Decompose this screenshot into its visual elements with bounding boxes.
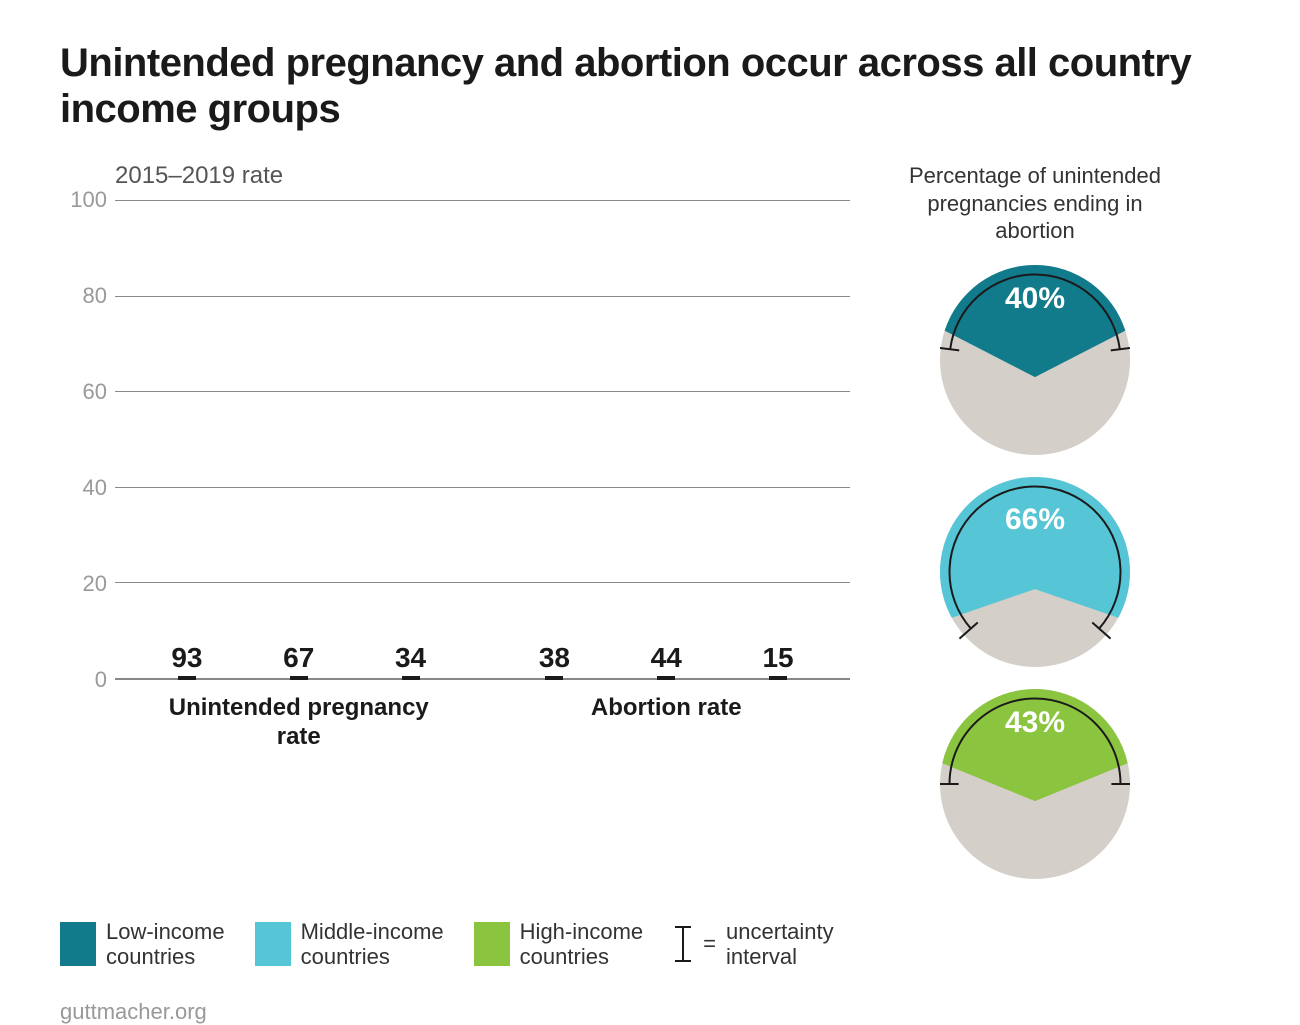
page-title: Unintended pregnancy and abortion occur … <box>60 40 1240 132</box>
right-column: Percentage of unintended pregnancies end… <box>890 162 1180 879</box>
pies-title: Percentage of unintended pregnancies end… <box>890 162 1180 245</box>
pie-chart: 43% <box>940 689 1130 879</box>
gridline <box>115 487 850 488</box>
bar-value-label: 44 <box>651 642 682 674</box>
bar-value-label: 38 <box>539 642 570 674</box>
gridline <box>115 582 850 583</box>
pie-percent-label: 40% <box>1005 282 1065 316</box>
bar-chart: 020406080100 936734384415 <box>60 200 850 680</box>
legend-item: High-incomecountries <box>474 919 644 970</box>
legend-label: Middle-incomecountries <box>301 919 444 970</box>
x-axis-label: Abortion rate <box>483 680 851 752</box>
gridline <box>115 296 850 297</box>
gridline <box>115 391 850 392</box>
pie-chart: 66% <box>940 477 1130 667</box>
content-row: 2015–2019 rate 0 20 40 60 80 100 93 67 34 38 44 15… <box>60 162 1240 879</box>
bar-value-label: 34 <box>395 642 426 674</box>
bar-value-label: 67 <box>283 642 314 674</box>
y-tick: 80 <box>83 283 107 309</box>
legend-label: High-incomecountries <box>520 919 644 970</box>
y-tick: 100 <box>70 187 107 213</box>
legend-swatch <box>60 922 96 966</box>
y-tick: 60 <box>83 379 107 405</box>
gridline <box>115 200 850 201</box>
bar-value-label: 15 <box>762 642 793 674</box>
bars-row: 93 67 34 38 44 15 <box>115 200 850 678</box>
legend-item: Middle-incomecountries <box>255 919 444 970</box>
pie-percent-label: 43% <box>1005 706 1065 740</box>
y-tick: 20 <box>83 571 107 597</box>
uncertainty-label: uncertaintyinterval <box>726 919 834 970</box>
x-axis-label: Unintended pregnancyrate <box>115 680 483 752</box>
pie-charts: 40% 66% 43% <box>890 265 1180 879</box>
y-tick: 0 <box>95 667 107 693</box>
legend-uncertainty: = uncertaintyinterval <box>673 919 833 970</box>
y-axis: 020406080100 <box>60 200 115 680</box>
equals-sign: = <box>703 931 716 957</box>
pie-percent-label: 66% <box>1005 503 1065 537</box>
legend: Low-incomecountries Middle-incomecountrie… <box>60 919 1240 970</box>
legend-swatch <box>255 922 291 966</box>
legend-swatch <box>474 922 510 966</box>
source-text: guttmacher.org <box>60 999 1240 1025</box>
plot-area: 93 67 34 38 44 15 <box>115 200 850 680</box>
y-tick: 40 <box>83 475 107 501</box>
uncertainty-interval-icon <box>673 922 693 966</box>
legend-item: Low-incomecountries <box>60 919 225 970</box>
bar-value-label: 93 <box>171 642 202 674</box>
chart-subtitle: 2015–2019 rate <box>115 162 850 190</box>
x-axis-labels: Unintended pregnancyrateAbortion rate <box>115 680 850 752</box>
pie-chart: 40% <box>940 265 1130 455</box>
left-column: 2015–2019 rate 0 20 40 60 80 100 93 67 34 38 44 15… <box>60 162 850 879</box>
legend-label: Low-incomecountries <box>106 919 225 970</box>
